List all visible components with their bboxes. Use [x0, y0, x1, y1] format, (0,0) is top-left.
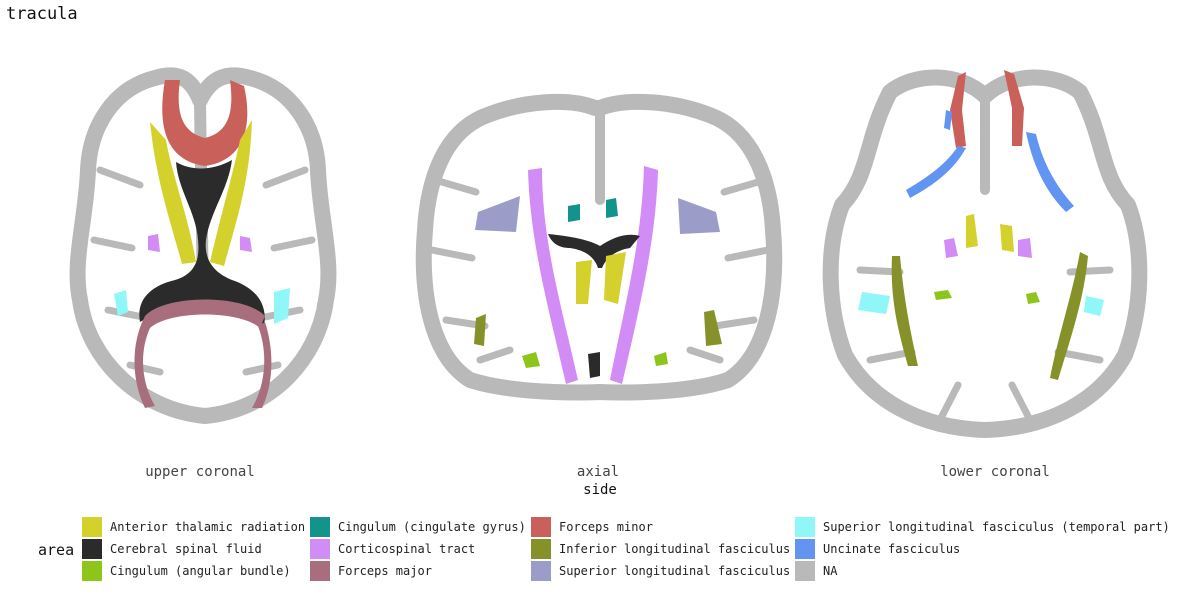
legend-swatch — [795, 561, 815, 581]
region-cst — [148, 234, 160, 252]
legend-swatch — [82, 539, 102, 559]
legend-item[interactable]: Inferior longitudinal fasciculus — [531, 539, 790, 559]
legend-swatch — [310, 561, 330, 581]
axis-title: side — [583, 482, 617, 498]
legend-label: Uncinate fasciculus — [823, 542, 961, 556]
region-uncinate — [944, 110, 952, 130]
region-atr — [210, 120, 252, 266]
brain-upper-coronal — [69, 67, 337, 424]
legend-label: Cerebral spinal fluid — [110, 542, 262, 556]
region-forceps-minor — [162, 80, 248, 166]
legend-item[interactable]: Cingulum (angular bundle) — [82, 561, 291, 581]
legend-swatch — [82, 561, 102, 581]
legend-item[interactable]: Cerebral spinal fluid — [82, 539, 262, 559]
region-slf-temporal — [114, 290, 128, 316]
region-slf-temporal — [858, 292, 890, 314]
region-uncinate — [906, 146, 966, 198]
region-na — [415, 93, 783, 401]
region-cst — [610, 166, 658, 384]
region-cst — [528, 168, 578, 384]
region-atr — [150, 122, 196, 264]
legend-item[interactable]: Forceps major — [310, 561, 432, 581]
legend-label: Cingulum (cingulate gyrus) — [338, 520, 526, 534]
legend-swatch — [82, 517, 102, 537]
region-atr — [604, 252, 626, 304]
region-forceps-minor — [1004, 70, 1024, 146]
legend-label: NA — [823, 564, 838, 578]
legend-label: Corticospinal tract — [338, 542, 476, 556]
region-atr — [576, 260, 592, 304]
brain-axial — [415, 93, 783, 401]
plot-title: tracula — [6, 4, 78, 24]
region-na — [90, 166, 164, 376]
legend-item[interactable]: Superior longitudinal fasciculus — [531, 561, 790, 581]
legend-label: Inferior longitudinal fasciculus — [559, 542, 791, 556]
region-csf — [548, 234, 640, 268]
legend-label: Forceps minor — [559, 520, 653, 534]
region-forceps-minor — [950, 72, 966, 148]
region-na — [686, 176, 772, 364]
legend-item[interactable]: Superior longitudinal fasciculus (tempor… — [795, 517, 1170, 537]
legend-swatch — [531, 539, 551, 559]
region-slf — [475, 196, 520, 232]
region-ilf — [891, 256, 918, 366]
legend-label: Forceps major — [338, 564, 432, 578]
region-na — [242, 166, 316, 376]
region-cst — [944, 238, 958, 258]
legend-label: Cingulum (angular bundle) — [110, 564, 291, 578]
legend-item[interactable]: NA — [795, 561, 837, 581]
region-csf — [588, 352, 600, 378]
legend-item[interactable]: Anterior thalamic radiation — [82, 517, 305, 537]
region-slf-temporal — [274, 288, 290, 324]
legend-swatch — [795, 539, 815, 559]
region-cingulum-angular — [522, 352, 540, 368]
region-forceps-major — [134, 299, 265, 408]
region-uncinate — [1026, 132, 1074, 212]
region-forceps-major — [252, 322, 272, 408]
legend-title: area — [38, 541, 75, 559]
legend-label: Superior longitudinal fasciculus — [559, 564, 791, 578]
legend-item[interactable]: Forceps minor — [531, 517, 653, 537]
brain-lower-coronal — [822, 69, 1148, 438]
region-cingulum-gyrus — [606, 198, 618, 218]
legend-label: Superior longitudinal fasciculus (tempor… — [823, 520, 1170, 534]
legend-swatch — [310, 517, 330, 537]
view-label-upper-coronal: upper coronal — [145, 464, 255, 480]
region-ilf — [474, 314, 486, 346]
region-cingulum-angular — [934, 290, 952, 300]
legend-item[interactable]: Uncinate fasciculus — [795, 539, 960, 559]
region-cst — [240, 236, 252, 252]
region-na — [822, 69, 1148, 438]
region-na — [69, 67, 337, 424]
region-cingulum-angular — [1026, 292, 1040, 304]
view-label-axial: axial — [576, 464, 620, 480]
legend-item[interactable]: Corticospinal tract — [310, 539, 475, 559]
legend-swatch — [795, 517, 815, 537]
legend-label: Anterior thalamic radiation — [110, 520, 306, 534]
legend-item[interactable]: Cingulum (cingulate gyrus) — [310, 517, 526, 537]
region-cst — [1018, 238, 1032, 258]
region-atr — [1000, 224, 1014, 252]
region-ilf — [704, 310, 722, 346]
legend-swatch — [531, 517, 551, 537]
region-na — [428, 176, 514, 364]
legend-swatch — [310, 539, 330, 559]
region-csf — [139, 160, 265, 326]
region-atr — [966, 214, 978, 248]
view-label-lower-coronal: lower coronal — [940, 464, 1050, 480]
region-cingulum-angular — [654, 352, 668, 366]
region-ilf — [1050, 252, 1088, 380]
region-cingulum-gyrus — [568, 204, 580, 222]
legend-swatch — [531, 561, 551, 581]
region-slf-temporal — [1084, 296, 1104, 316]
region-slf — [678, 198, 720, 234]
